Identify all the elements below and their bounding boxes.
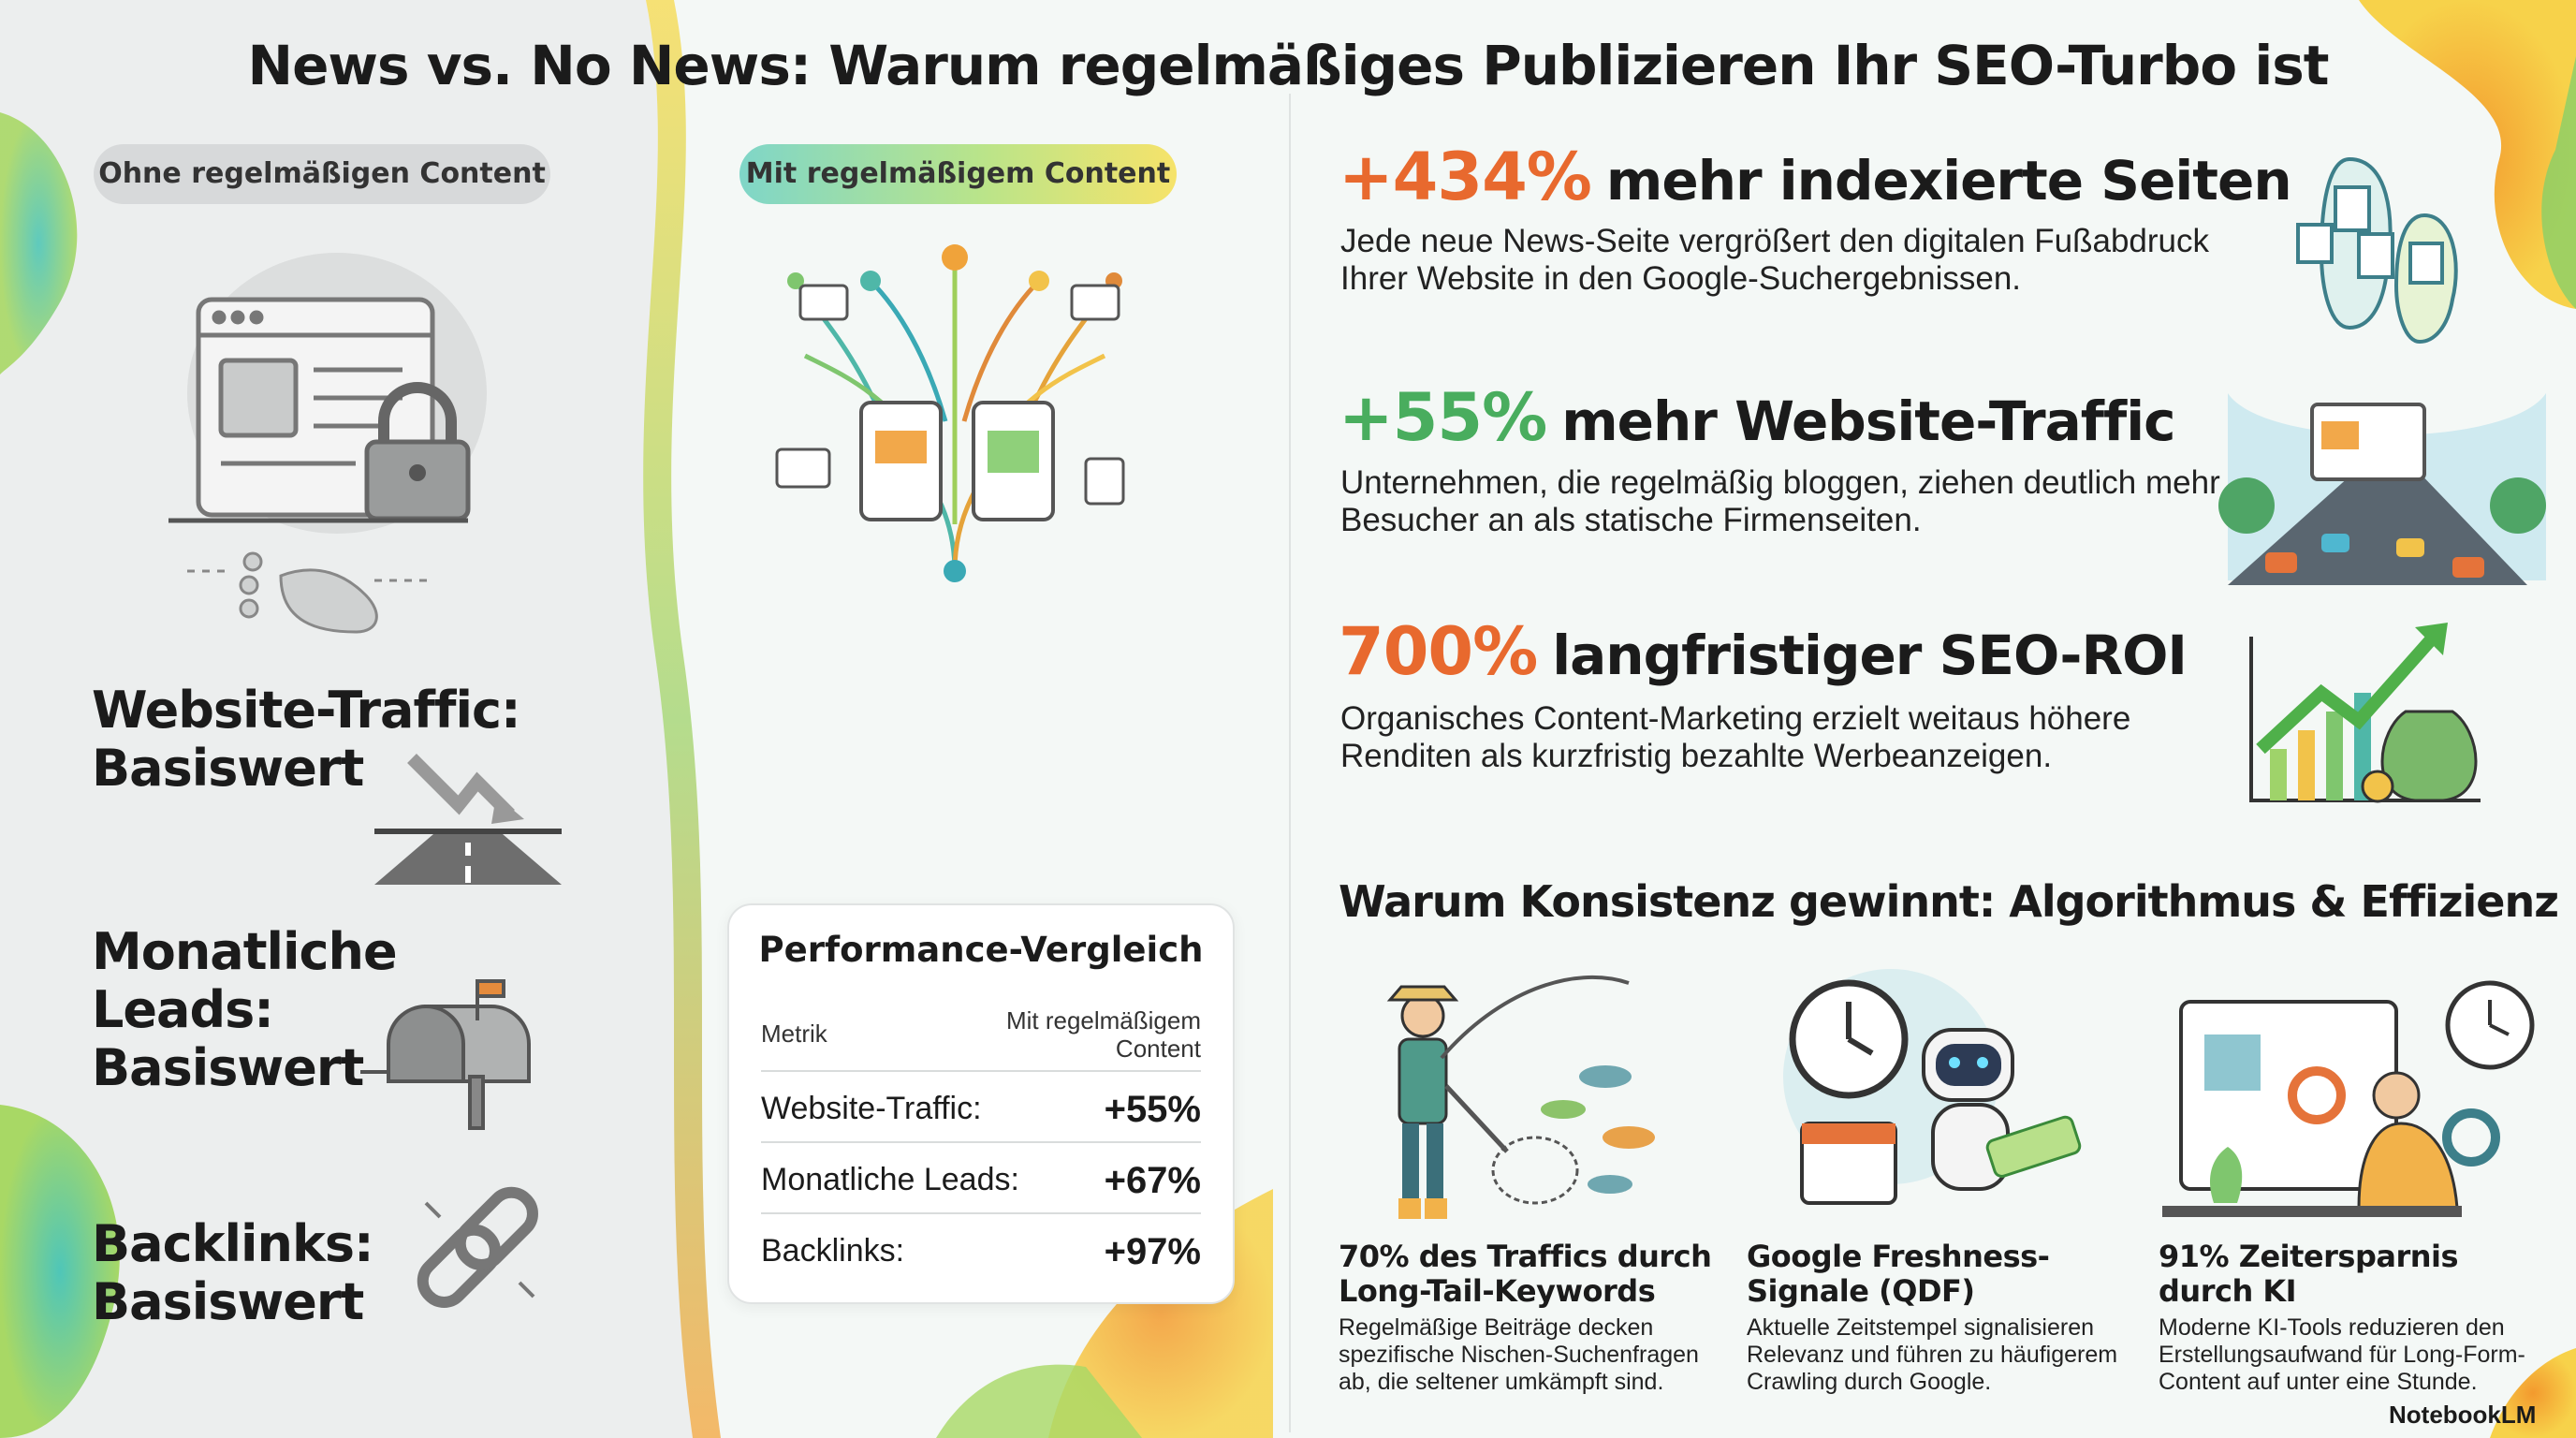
cell: +67%: [1104, 1160, 1201, 1201]
cell: Website-Traffic:: [761, 1091, 982, 1126]
card-title: 70% des Traffics durch Long-Tail-Keyword…: [1339, 1239, 1712, 1309]
chain-icon: [417, 1186, 538, 1308]
item-label: Website-Traffic:: [92, 681, 521, 740]
stat-text: Organisches Content-Marketing erzielt we…: [1340, 700, 2131, 774]
left-item: Website-Traffic: Basiswert: [92, 681, 521, 798]
freshness-robot-icon: [1783, 969, 2082, 1205]
table-row: Monatliche Leads: +67%: [761, 1141, 1201, 1214]
card-text: Moderne KI-Tools reduzieren den Erstellu…: [2159, 1314, 2525, 1395]
fisherman-icon: [1386, 975, 1655, 1219]
left-item: Monatliche Leads: Basiswert: [92, 923, 429, 1097]
comparison-table: Performance-Vergleich Metrik Mit regelmä…: [727, 903, 1235, 1304]
section-heading: Warum Konsistenz gewinnt: Algorithmus & …: [1339, 876, 2559, 927]
item-label: Backlinks:: [92, 1214, 374, 1273]
footer-brand: NotebookLM: [2389, 1401, 2537, 1429]
stat-label: langfristiger SEO-ROI: [1552, 624, 2188, 687]
table-row: Backlinks: +97%: [761, 1212, 1201, 1285]
ai-worker-icon: [2162, 980, 2535, 1217]
badge: Mit regelmäßigem Content: [739, 144, 1177, 204]
item-value: Basiswert: [92, 1272, 364, 1331]
stat-label: mehr Website-Traffic: [1561, 389, 2175, 453]
table-header: Mit regelmäßigem Content: [1005, 1006, 1201, 1063]
traffic-highway-icon: [2218, 393, 2546, 585]
stat-text: Jede neue News-Seite vergrößert den digi…: [1340, 223, 2209, 297]
title: News vs. No News: Warum regelmäßiges Pub…: [247, 34, 2330, 97]
wave-stripe: [643, 0, 721, 1438]
divider: [1289, 94, 1291, 1432]
cell: Monatliche Leads:: [761, 1162, 1019, 1197]
cell: +97%: [1104, 1231, 1201, 1272]
item-label: Monatliche Leads:: [92, 922, 398, 1039]
card-text: Aktuelle Zeitstempel signalisieren Relev…: [1747, 1314, 2118, 1395]
table-title: Performance-Vergleich: [758, 930, 1204, 970]
stat-value: +434%: [1339, 139, 1592, 215]
content-tree-icon: [775, 244, 1125, 582]
item-value: Basiswert: [92, 739, 364, 798]
cell: Backlinks:: [761, 1233, 905, 1269]
stat-text: Unternehmen, die regelmäßig bloggen, zie…: [1340, 464, 2220, 538]
indexed-pages-icon: [2296, 156, 2458, 345]
stat-heading: +55% mehr Website-Traffic: [1339, 379, 2176, 456]
card-title: 91% Zeitersparnis durch KI: [2159, 1239, 2459, 1309]
item-value: Basiswert: [92, 1038, 364, 1097]
cell: +55%: [1104, 1089, 1201, 1130]
table-header: Metrik: [761, 1020, 827, 1048]
roi-growth-icon: [2249, 623, 2481, 803]
stat-value: 700%: [1339, 613, 1538, 690]
footprint-icon: [187, 551, 431, 634]
badge: Ohne regelmäßigen Content: [94, 144, 550, 204]
browser-lock-icon: [168, 253, 487, 534]
stat-value: +55%: [1339, 379, 1547, 456]
mailbox-icon: [360, 979, 531, 1130]
stat-label: mehr indexierte Seiten: [1605, 149, 2292, 213]
left-item: Backlinks: Basiswert: [92, 1214, 374, 1331]
stat-heading: +434% mehr indexierte Seiten: [1339, 139, 2292, 215]
card-title: Google Freshness-Signale (QDF): [1747, 1239, 2050, 1309]
down-arrow-road-icon: [374, 754, 562, 885]
card-text: Regelmäßige Beiträge decken spezifische …: [1339, 1314, 1699, 1395]
stat-heading: 700% langfristiger SEO-ROI: [1339, 613, 2188, 690]
table-row: Website-Traffic: +55%: [761, 1070, 1201, 1143]
